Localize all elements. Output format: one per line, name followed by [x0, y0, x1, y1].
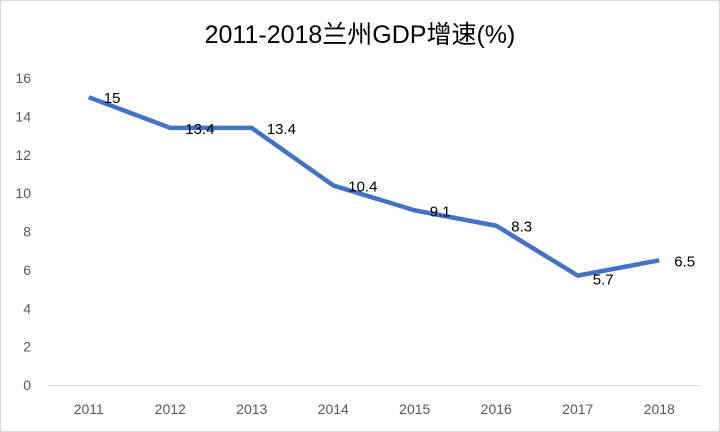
y-tick-label: 4: [23, 300, 31, 316]
series-line: [87, 95, 660, 278]
x-tick-label: 2015: [399, 401, 430, 417]
x-tick-label: 2012: [155, 401, 186, 417]
y-tick-label: 8: [23, 224, 31, 240]
x-tick-label: 2013: [236, 401, 267, 417]
data-label: 9.1: [430, 203, 451, 220]
data-label: 5.7: [593, 272, 614, 289]
data-label: 8.3: [511, 219, 532, 236]
y-tick-label: 6: [23, 262, 31, 278]
x-tick-label: 2017: [562, 401, 593, 417]
chart-title: 2011-2018兰州GDP增速(%): [204, 21, 516, 49]
y-tick-label: 14: [15, 108, 31, 124]
x-tick-label: 2011: [74, 401, 104, 417]
y-tick-label: 2: [23, 339, 31, 355]
data-label: 6.5: [674, 253, 695, 270]
x-tick-label: 2016: [481, 401, 512, 417]
y-tick-label: 0: [23, 377, 31, 393]
y-tick-label: 12: [15, 147, 31, 163]
x-tick-label: 2018: [644, 401, 675, 417]
data-label: 13.4: [185, 121, 214, 138]
data-label: 13.4: [267, 121, 296, 138]
y-tick-label: 10: [15, 185, 31, 201]
data-label: 10.4: [348, 178, 377, 195]
y-tick-label: 16: [15, 70, 31, 86]
data-label: 15: [104, 90, 121, 107]
x-tick-label: 2014: [318, 401, 349, 417]
